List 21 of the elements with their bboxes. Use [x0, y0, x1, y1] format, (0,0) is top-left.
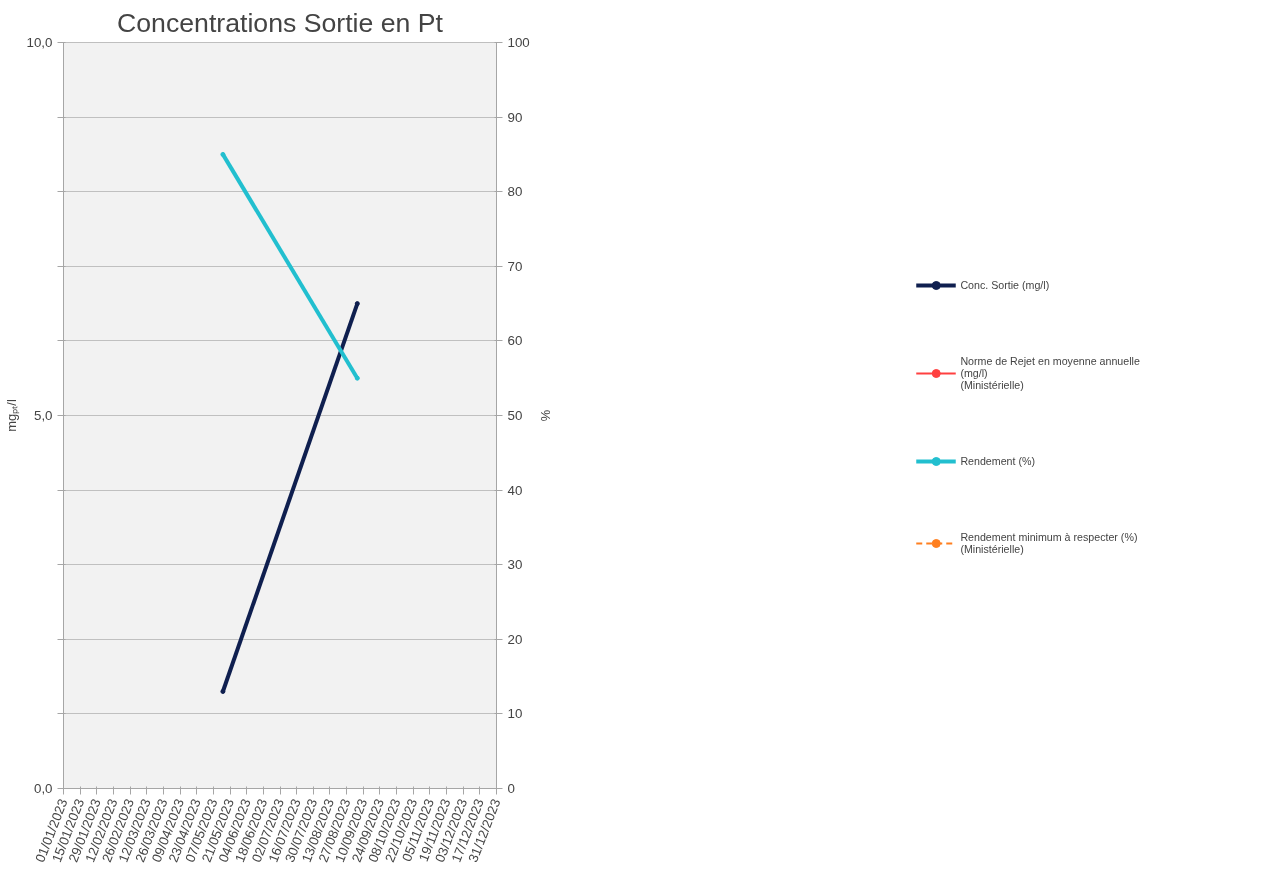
y2-tick-label: 30	[507, 557, 523, 573]
y2-tick-label: 70	[507, 258, 523, 274]
y2-tick-label: 50	[507, 408, 523, 423]
y-tick-label: 10,0	[26, 35, 53, 50]
y2-tick-label: 10	[507, 706, 523, 722]
legend-label: Rendement minimum à respecter (%) (Ministérielle)	[960, 531, 1138, 555]
legend-label: Norme de Rejet en moyenne annuelle (mg/l) (Ministérielle)	[960, 355, 1140, 391]
y2-tick-label: 90	[507, 109, 523, 125]
chart-title: Concentrations Sortie en Pt	[117, 7, 444, 38]
legend-label: Conc. Sortie (mg/l)	[960, 279, 1050, 291]
y2-tick-label: 40	[507, 482, 523, 498]
y2-tick-label: 100	[507, 35, 530, 50]
y2-tick-label: 20	[507, 631, 523, 647]
y-tick-label: 0,0	[33, 781, 53, 796]
y2-tick-label: 80	[507, 184, 523, 200]
y-tick-label: 5,0	[33, 408, 53, 423]
y-axis-title: mgₚₜ/l	[3, 399, 20, 432]
y2-axis-title: %	[537, 409, 553, 422]
y2-tick-label: 0	[507, 781, 515, 796]
legend-label: Rendement (%)	[960, 455, 1035, 467]
y2-tick-label: 60	[507, 333, 523, 349]
